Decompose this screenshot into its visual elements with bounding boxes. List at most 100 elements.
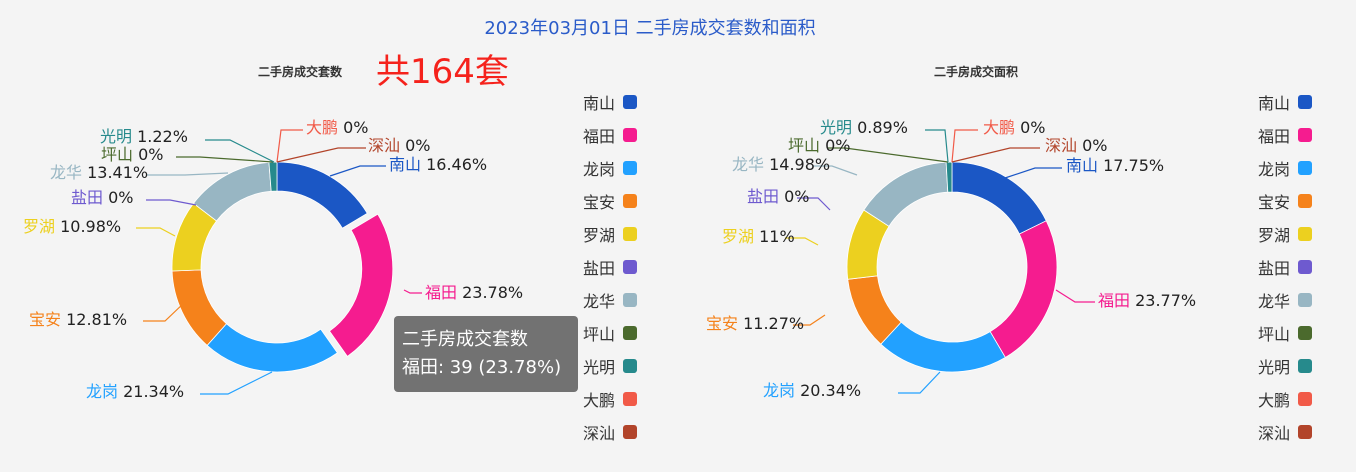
slice-label-percent: 0% bbox=[1015, 118, 1046, 137]
legend-swatch-icon bbox=[623, 127, 638, 142]
label-line bbox=[147, 172, 229, 176]
slice-label-name: 大鹏 bbox=[306, 118, 339, 137]
legend-item[interactable]: 光明 bbox=[583, 349, 638, 382]
label-line bbox=[146, 199, 197, 206]
legend-swatch-icon bbox=[623, 226, 638, 241]
label-line bbox=[813, 165, 858, 176]
legend-swatch-icon bbox=[623, 193, 638, 208]
legend-item[interactable]: 深汕 bbox=[1258, 415, 1313, 448]
area-donut bbox=[846, 161, 1058, 373]
slice-福田[interactable] bbox=[989, 220, 1058, 358]
legend-item[interactable]: 福田 bbox=[583, 118, 638, 151]
legend-label: 深汕 bbox=[1258, 423, 1291, 443]
slice-label-percent: 0.89% bbox=[852, 118, 908, 137]
slice-label-percent: 0% bbox=[1077, 136, 1108, 155]
slice-label-percent: 23.78% bbox=[457, 283, 524, 302]
slice-龙岗[interactable] bbox=[880, 321, 1006, 373]
label-line bbox=[205, 139, 275, 163]
legend-swatch-icon bbox=[1298, 424, 1313, 439]
legend-item[interactable]: 光明 bbox=[1258, 349, 1313, 382]
count-donut bbox=[171, 161, 394, 373]
legend-swatch-icon bbox=[1298, 391, 1313, 406]
legend-label: 光明 bbox=[1258, 357, 1291, 377]
label-line bbox=[951, 147, 1040, 163]
legend-label: 福田 bbox=[1258, 126, 1291, 146]
legend-item[interactable]: 深汕 bbox=[583, 415, 638, 448]
legend-item[interactable]: 南山 bbox=[583, 85, 638, 118]
slice-福田[interactable] bbox=[328, 213, 394, 357]
legend-swatch-icon bbox=[623, 391, 638, 406]
slice-南山[interactable] bbox=[276, 161, 368, 229]
slice-label-name: 罗湖 bbox=[23, 217, 56, 236]
legend-item[interactable]: 盐田 bbox=[1258, 250, 1313, 283]
label-line bbox=[951, 129, 978, 163]
legend-item[interactable]: 罗湖 bbox=[1258, 217, 1313, 250]
slice-龙华[interactable] bbox=[863, 161, 949, 227]
slice-label: 罗湖 10.98% bbox=[23, 218, 121, 236]
slice-label: 龙岗 21.34% bbox=[86, 383, 184, 401]
legend-item[interactable]: 龙华 bbox=[1258, 283, 1313, 316]
legend-swatch-icon bbox=[1298, 193, 1313, 208]
slice-label-name: 龙岗 bbox=[763, 381, 796, 400]
legend-item[interactable]: 罗湖 bbox=[583, 217, 638, 250]
slice-label-name: 龙岗 bbox=[86, 382, 119, 401]
legend-item[interactable]: 坪山 bbox=[1258, 316, 1313, 349]
slice-label-name: 光明 bbox=[100, 127, 133, 146]
legend-label: 龙华 bbox=[583, 291, 616, 311]
slice-label-name: 福田 bbox=[425, 283, 458, 302]
slice-label-name: 福田 bbox=[1098, 291, 1131, 310]
slice-龙华[interactable] bbox=[192, 161, 272, 222]
legend-item[interactable]: 盐田 bbox=[583, 250, 638, 283]
legend-label: 龙岗 bbox=[1258, 159, 1291, 179]
legend-item[interactable]: 福田 bbox=[1258, 118, 1313, 151]
legend-label: 南山 bbox=[1258, 93, 1291, 113]
slice-label-percent: 17.75% bbox=[1098, 156, 1165, 175]
legend-label: 大鹏 bbox=[1258, 390, 1291, 410]
legend-item[interactable]: 龙岗 bbox=[1258, 151, 1313, 184]
legend-swatch-icon bbox=[623, 259, 638, 274]
slice-label-percent: 21.34% bbox=[118, 382, 185, 401]
legend-label: 盐田 bbox=[1258, 258, 1291, 278]
legend-swatch-icon bbox=[623, 94, 638, 109]
label-line bbox=[143, 301, 186, 322]
slice-南山[interactable] bbox=[951, 161, 1047, 235]
slice-label-name: 坪山 bbox=[101, 145, 134, 164]
legend-label: 坪山 bbox=[1258, 324, 1291, 344]
label-line bbox=[797, 197, 831, 211]
legend-item[interactable]: 龙岗 bbox=[583, 151, 638, 184]
tooltip-value: 福田: 39 (23.78%) bbox=[402, 357, 562, 378]
slice-龙岗[interactable] bbox=[206, 323, 338, 373]
legend-item[interactable]: 大鹏 bbox=[583, 382, 638, 415]
slice-label: 福田 23.78% bbox=[425, 284, 523, 302]
slice-label-percent: 0% bbox=[338, 118, 369, 137]
slice-label: 坪山 0% bbox=[101, 146, 163, 164]
label-line bbox=[329, 165, 386, 177]
slice-label-percent: 13.41% bbox=[82, 163, 149, 182]
left-chart-title: 二手房成交套数 bbox=[258, 65, 343, 79]
slice-label-percent: 16.46% bbox=[421, 155, 488, 174]
legend-item[interactable]: 南山 bbox=[1258, 85, 1313, 118]
slice-label-percent: 12.81% bbox=[61, 310, 128, 329]
label-line bbox=[925, 129, 949, 163]
slice-光明[interactable] bbox=[945, 161, 953, 193]
slice-label-percent: 11.27% bbox=[738, 314, 805, 333]
legend-item[interactable]: 宝安 bbox=[1258, 184, 1313, 217]
legend-item[interactable]: 坪山 bbox=[583, 316, 638, 349]
slice-label: 龙岗 20.34% bbox=[763, 382, 861, 400]
slice-label-name: 宝安 bbox=[29, 310, 62, 329]
slice-label: 坪山 0% bbox=[788, 137, 850, 155]
legend-item[interactable]: 大鹏 bbox=[1258, 382, 1313, 415]
legend-label: 宝安 bbox=[1258, 192, 1291, 212]
legend-swatch-icon bbox=[1298, 358, 1313, 373]
left-legend: 南山 福田 龙岗 宝安罗湖盐田龙华坪山 光明 大鹏 深汕 bbox=[583, 85, 638, 448]
legend-swatch-icon bbox=[623, 292, 638, 307]
slice-label-name: 深汕 bbox=[1045, 136, 1078, 155]
legend-swatch-icon bbox=[1298, 226, 1313, 241]
legend-label: 罗湖 bbox=[583, 225, 616, 245]
legend-item[interactable]: 宝安 bbox=[583, 184, 638, 217]
slice-label: 光明 1.22% bbox=[100, 128, 188, 146]
slice-label: 南山 16.46% bbox=[389, 156, 487, 174]
legend-item[interactable]: 龙华 bbox=[583, 283, 638, 316]
